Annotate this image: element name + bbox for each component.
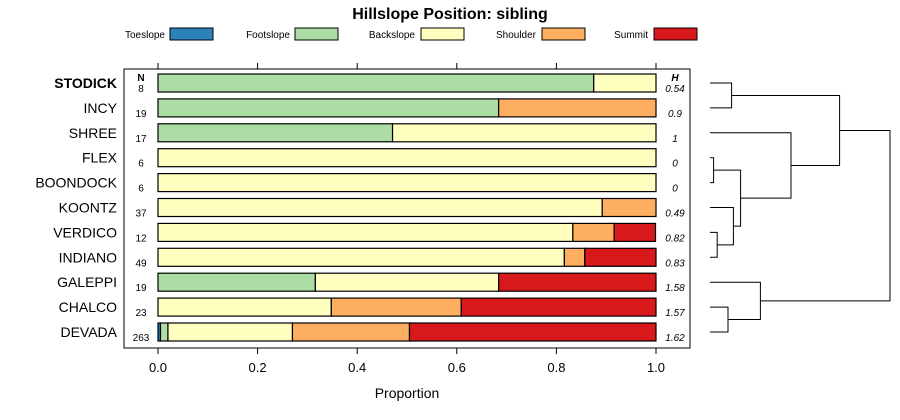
bar-chalco-shoulder (330, 297, 462, 317)
n-value-devada: 263 (133, 333, 150, 344)
n-value-shree: 17 (135, 134, 147, 145)
legend-label-backslope: Backslope (369, 30, 416, 41)
bar-indiano-shoulder (563, 247, 586, 267)
n-value-galeppi: 19 (135, 283, 147, 294)
n-value-stodick: 8 (138, 84, 144, 95)
legend-label-summit: Summit (614, 30, 648, 41)
dendrogram-link (713, 169, 742, 227)
row-label-stodick: STODICK (54, 75, 117, 91)
n-value-boondock: 6 (138, 184, 144, 195)
bar-koontz-backslope (157, 197, 603, 218)
bar-chalco-summit (460, 297, 657, 317)
bar-indiano-summit (584, 247, 657, 267)
bar-verdico-backslope (157, 222, 574, 242)
h-value-stodick: 0.54 (665, 84, 685, 95)
bar-galeppi-summit (498, 272, 657, 292)
h-value-devada: 1.62 (665, 333, 685, 344)
row-label-indiano: INDIANO (59, 249, 117, 265)
bar-devada-summit (408, 322, 657, 342)
dendrogram-link (710, 157, 715, 184)
n-header: N (137, 73, 144, 84)
x-tick-label: 0.2 (249, 360, 267, 375)
n-value-chalco: 23 (135, 308, 147, 319)
bar-flex-backslope (157, 148, 657, 168)
dendrogram-link (710, 306, 729, 333)
dendrogram-link (710, 82, 733, 109)
bar-chalco-backslope (157, 297, 332, 317)
bar-stodick-backslope (593, 73, 657, 93)
legend: Toeslope Footslope Backslope Shoulder Summit (125, 27, 698, 41)
legend-swatch-shoulder (541, 27, 586, 41)
bar-galeppi-footslope (157, 272, 316, 292)
bar-indiano-backslope (157, 247, 565, 267)
bar-galeppi-backslope (314, 272, 500, 292)
bar-verdico-shoulder (572, 222, 615, 242)
n-value-flex: 6 (138, 159, 144, 170)
dendrogram (710, 82, 891, 333)
bar-shree-footslope (157, 123, 394, 143)
h-value-koontz: 0.49 (665, 209, 685, 220)
legend-swatch-summit (653, 27, 698, 41)
bar-incy-footslope (157, 98, 500, 118)
dendrogram-link (710, 231, 718, 258)
x-tick-label: 0.6 (448, 360, 466, 375)
bar-verdico-summit (613, 222, 657, 242)
h-value-indiano: 0.83 (665, 258, 685, 269)
h-value-chalco: 1.57 (665, 308, 685, 319)
row-label-galeppi: GALEPPI (57, 274, 117, 290)
dendrogram-link (710, 281, 761, 321)
bar-devada-footslope (159, 322, 169, 342)
legend-swatch-footslope (294, 27, 339, 41)
dendrogram-link (760, 129, 891, 302)
row-label-incy: INCY (84, 100, 118, 116)
row-label-verdico: VERDICO (53, 224, 117, 240)
row-label-koontz: KOONTZ (59, 200, 118, 216)
legend-swatch-backslope (420, 27, 465, 41)
h-value-galeppi: 1.58 (665, 283, 685, 294)
bar-stodick-footslope (157, 73, 595, 93)
n-value-verdico: 12 (135, 233, 147, 244)
n-value-indiano: 49 (135, 258, 147, 269)
h-value-verdico: 0.82 (665, 233, 685, 244)
legend-label-footslope: Footslope (246, 30, 290, 41)
bar-devada-shoulder (291, 322, 411, 342)
n-value-incy: 19 (135, 109, 147, 120)
h-value-flex: 0 (672, 159, 678, 170)
row-label-devada: DEVADA (60, 324, 117, 340)
chart-title: Hillslope Position: sibling (352, 6, 548, 23)
plot-panel: 0.0 0.2 0.4 0.6 0.8 1.0 N H STODICK 8 0.54 INCY 19 0.… (35, 63, 691, 375)
n-value-koontz: 37 (135, 209, 147, 220)
dendrogram-link (731, 94, 841, 166)
bar-koontz-shoulder (601, 197, 657, 218)
dendrogram-link (710, 207, 734, 246)
x-tick-label: 0.0 (149, 360, 167, 375)
h-value-shree: 1 (672, 134, 678, 145)
bar-devada-backslope (167, 322, 294, 342)
h-header: H (671, 73, 679, 84)
row-label-flex: FLEX (82, 150, 118, 166)
h-value-incy: 0.9 (668, 109, 682, 120)
dendrogram-link (710, 132, 792, 199)
row-label-chalco: CHALCO (59, 299, 117, 315)
h-value-boondock: 0 (672, 184, 678, 195)
x-axis-label: Proportion (375, 385, 440, 401)
row-label-shree: SHREE (69, 125, 117, 141)
x-tick-label: 0.4 (348, 360, 366, 375)
bar-incy-shoulder (498, 98, 657, 118)
panel-border (123, 68, 691, 349)
row-label-boondock: BOONDOCK (35, 175, 117, 191)
bar-boondock-backslope (157, 173, 657, 193)
x-tick-label: 1.0 (647, 360, 665, 375)
legend-swatch-toeslope (169, 27, 214, 41)
x-tick-label: 0.8 (547, 360, 565, 375)
legend-label-toeslope: Toeslope (125, 30, 165, 41)
legend-label-shoulder: Shoulder (496, 30, 537, 41)
bar-shree-backslope (391, 123, 657, 143)
